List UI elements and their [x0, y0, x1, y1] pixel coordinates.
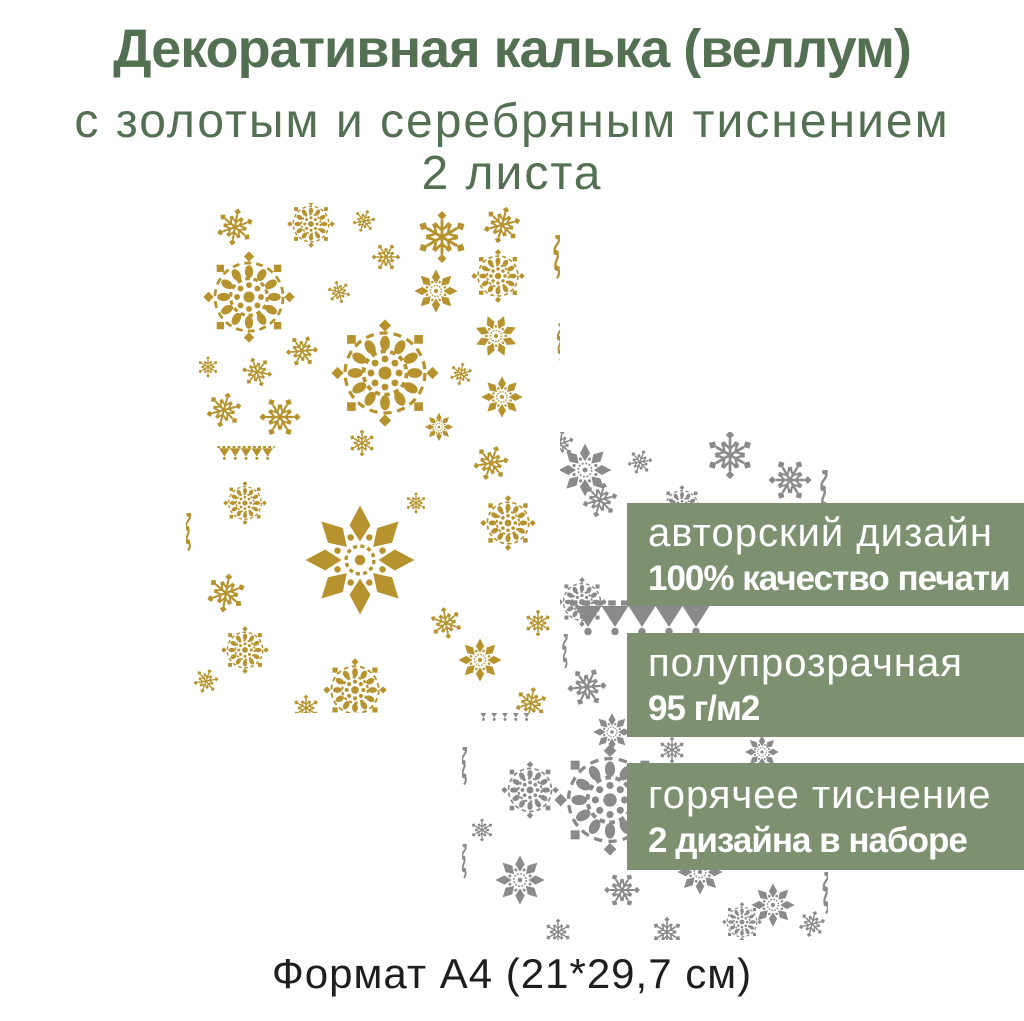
- gold-sheet: [186, 203, 560, 713]
- badge-line-bold: 95 г/м2: [648, 689, 760, 729]
- format-label: Формат А4 (21*29,7 см): [271, 950, 753, 997]
- badge-line-bold: 100% качество печати: [648, 558, 1011, 598]
- badge-line-bold: 2 дизайна в наборе: [648, 820, 968, 860]
- badge-translucent: полупрозрачная 95 г/м2: [627, 633, 1024, 737]
- badge-line: горячее тиснение: [648, 772, 992, 817]
- feature-badges: авторский дизайн 100% качество печати по…: [627, 503, 1024, 870]
- sheet-count-label: 2 листа: [421, 147, 603, 200]
- badge-hot-stamping: горячее тиснение 2 дизайна в наборе: [627, 763, 1024, 870]
- page-subtitle: с золотым и серебряным тиснением: [74, 95, 950, 148]
- gold-snowflake-pattern-icon: [186, 203, 560, 713]
- badge-line: авторский дизайн: [648, 510, 993, 555]
- badge-author-design: авторский дизайн 100% качество печати: [627, 503, 1024, 606]
- badge-line: полупрозрачная: [648, 641, 963, 686]
- page-title: Декоративная калька (веллум): [113, 19, 912, 79]
